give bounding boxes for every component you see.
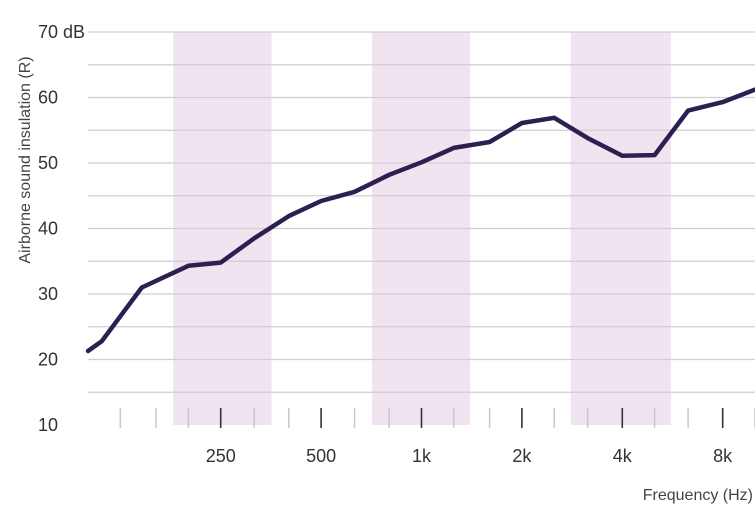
y-tick-label: 10 [38, 415, 58, 435]
series-line [85, 87, 755, 354]
x-tick-label: 8k [713, 446, 733, 466]
x-tick-label: 500 [306, 446, 336, 466]
y-tick-label: 20 [38, 350, 58, 370]
x-tick-label: 250 [206, 446, 236, 466]
y-tick-label: 40 [38, 219, 58, 239]
x-tick-label: 4k [613, 446, 633, 466]
y-tick-label: 50 [38, 153, 58, 173]
x-axis-tick-labels: 250 500 1k 2k 4k 8k [206, 446, 733, 466]
y-tick-label: 70 dB [38, 22, 85, 42]
y-axis-label: Airborne sound insulation (R) [17, 56, 34, 263]
data-series [85, 87, 755, 354]
y-tick-label: 30 [38, 284, 58, 304]
x-tick-label: 2k [512, 446, 532, 466]
x-axis-label: Frequency (Hz) [643, 487, 753, 504]
x-tick-label: 1k [412, 446, 432, 466]
x-axis-ticks [119, 408, 755, 428]
y-tick-label: 60 [38, 88, 58, 108]
y-axis-tick-labels: 10 20 30 40 50 60 70 dB [38, 22, 85, 435]
